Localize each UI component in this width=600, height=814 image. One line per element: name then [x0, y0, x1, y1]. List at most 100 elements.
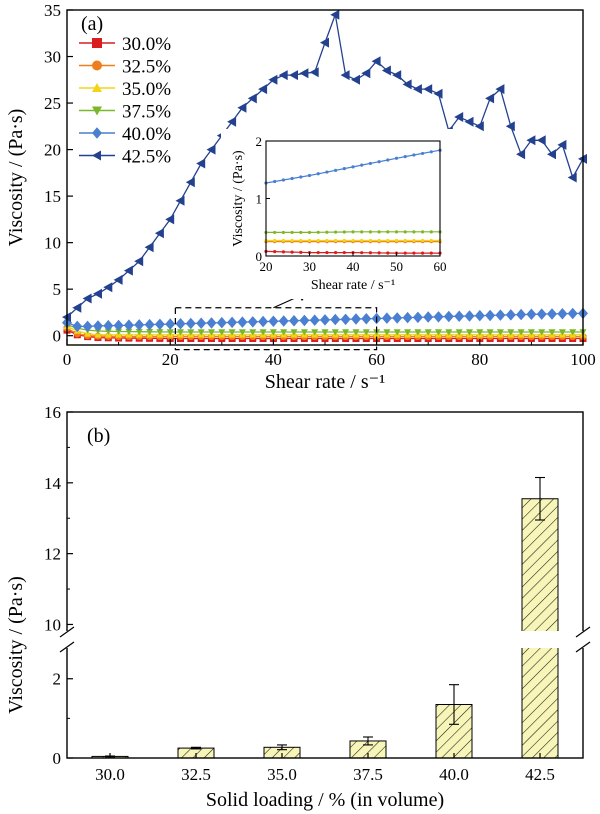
data-point: [206, 317, 217, 329]
axis-break-mark: [59, 641, 75, 653]
data-point: [547, 308, 557, 320]
data-point: [185, 177, 195, 188]
panel-b-y-axis-title: Viscosity / (Pa·s): [5, 576, 27, 714]
data-point: [134, 319, 145, 331]
data-point: [156, 329, 164, 336]
inset-data-point: [334, 230, 338, 234]
inset-data-point: [334, 238, 338, 243]
x-tick-label: 30.0: [95, 765, 125, 784]
data-point: [567, 172, 577, 183]
data-point: [527, 329, 535, 336]
data-point: [227, 316, 238, 329]
data-point: [175, 318, 186, 330]
data-point: [309, 67, 319, 78]
data-point: [166, 329, 174, 336]
y-tick-label: 0: [53, 327, 62, 346]
data-point: [454, 310, 465, 322]
x-tick-label: 42.5: [525, 765, 555, 784]
data-point: [196, 158, 206, 169]
data-point: [392, 70, 402, 81]
data-point: [289, 70, 298, 81]
inset-data-point: [342, 238, 346, 243]
data-point: [330, 9, 340, 20]
inset-y-tick-label: 1: [256, 192, 263, 207]
data-point: [402, 311, 413, 324]
axis-break-gap: [55, 631, 595, 648]
data-point: [104, 328, 112, 335]
data-point: [72, 320, 83, 333]
inset-data-point: [386, 158, 390, 162]
data-point: [208, 329, 215, 336]
axis-break-mark: [59, 626, 75, 638]
data-point: [247, 93, 257, 104]
inset-data-point: [290, 230, 294, 235]
legend-marker: [92, 83, 102, 92]
data-point: [249, 329, 257, 336]
data-point: [197, 329, 205, 336]
data-point: [227, 116, 237, 127]
data-point: [557, 308, 568, 320]
legend-label: 35.0%: [122, 79, 171, 100]
data-point: [381, 312, 392, 324]
panel-b-axes: 30.0 32.5 35.0 37.5 40.0 42.5 0 2 10 12 14 16: [44, 403, 595, 784]
inset-data-point: [403, 230, 407, 234]
data-point: [433, 88, 443, 99]
data-point: [237, 316, 248, 328]
data-point: [299, 314, 310, 327]
y-tick-label: 30: [44, 48, 61, 67]
zoom-box: [174, 307, 378, 351]
inset-data-point: [412, 238, 416, 243]
inset-series-4: [264, 148, 442, 185]
inset-series-2: [264, 238, 442, 243]
data-point: [320, 314, 330, 326]
data-point: [123, 265, 133, 276]
data-point: [351, 74, 360, 85]
inset-data-point: [290, 238, 294, 243]
data-point: [113, 274, 123, 285]
inset-chart: 20 30 40 50 60 0 1 2 Shear rate / s⁻¹ Viscosity…: [221, 129, 455, 299]
inset-data-point: [290, 176, 294, 181]
data-point: [412, 84, 422, 95]
x-tick-label: 40: [265, 350, 282, 369]
data-point: [93, 320, 103, 332]
data-point: [268, 74, 278, 85]
inset-data-point: [386, 238, 390, 243]
inset-data-point: [273, 238, 277, 243]
inset-data-point: [299, 230, 303, 235]
inset-data-point: [299, 175, 303, 179]
bar: [521, 498, 559, 759]
data-point: [342, 329, 350, 336]
data-point: [414, 329, 422, 336]
data-point: [536, 135, 546, 146]
inset-data-point: [316, 238, 320, 243]
inset-data-point: [316, 230, 320, 234]
data-point: [196, 317, 207, 329]
legend-label: 32.5%: [122, 57, 171, 78]
data-point: [289, 315, 299, 327]
data-point: [569, 329, 577, 336]
inset-data-point: [342, 167, 346, 171]
data-point: [177, 329, 184, 336]
inset-series-group: [264, 148, 442, 255]
y-tick-label: 0: [53, 749, 62, 768]
data-point: [404, 329, 412, 336]
inset-x-axis-title: Shear rate / s⁻¹: [311, 278, 395, 293]
data-point: [144, 242, 154, 253]
inset-data-point: [394, 230, 399, 234]
legend-label: 30.0%: [122, 34, 171, 55]
inset-data-point: [412, 153, 416, 157]
data-point: [330, 313, 341, 326]
data-point: [258, 84, 268, 95]
inset-y-axis-title: Viscosity / (Pa·s): [231, 150, 246, 247]
inset-data-point: [325, 170, 329, 174]
panel-b-label: (b): [87, 425, 110, 447]
data-point: [505, 309, 516, 321]
panel-b-x-axis-title: Solid loading / % (in volume): [206, 789, 444, 811]
data-point: [476, 329, 484, 336]
legend-label: 42.5%: [122, 147, 171, 168]
data-point: [486, 329, 494, 336]
legend-label: 37.5%: [122, 102, 171, 123]
legend-marker: [92, 60, 102, 71]
